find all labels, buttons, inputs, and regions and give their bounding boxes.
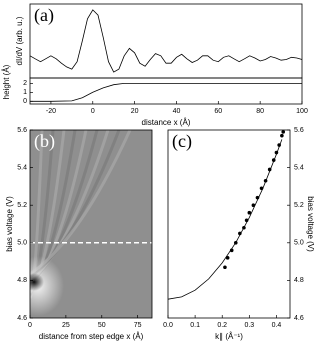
data-point xyxy=(277,143,281,147)
y-tick-label: 5.4 xyxy=(294,164,304,171)
x-tick-label: 25 xyxy=(62,322,70,329)
y-axis-label: bias voltage (V) xyxy=(5,196,14,252)
fit-line xyxy=(167,139,283,300)
panel-label: (c) xyxy=(172,131,192,152)
data-point xyxy=(267,167,272,172)
x-tick-label: 80 xyxy=(256,108,264,115)
x-tick-label: 20 xyxy=(131,108,139,115)
y-tick-label: 5.2 xyxy=(294,202,304,209)
x-tick-label: -20 xyxy=(46,108,56,115)
y-tick-label: 1 xyxy=(23,89,27,96)
data-point xyxy=(274,150,279,155)
x-tick-label: 0.0 xyxy=(163,322,173,329)
data-point xyxy=(233,241,238,245)
data-point xyxy=(247,210,252,215)
data-point xyxy=(251,203,256,207)
x-tick-label: 0.3 xyxy=(244,322,254,329)
axes-frame xyxy=(29,3,303,79)
y-axis-label: bias voltage (V) xyxy=(306,196,315,252)
data-point xyxy=(280,133,284,138)
x-tick-label: 75 xyxy=(134,322,142,329)
x-tick-label: 40 xyxy=(173,108,181,115)
x-axis-label: distance x (Å) xyxy=(142,118,191,127)
y-tick-label: 5.0 xyxy=(17,240,27,247)
y-tick-label: 5.4 xyxy=(17,164,27,171)
x-axis-label: k∥ (Å⁻¹) xyxy=(215,332,243,341)
data-line xyxy=(30,83,302,102)
y-tick-label: 5.0 xyxy=(294,240,304,247)
y-tick-label: 4.8 xyxy=(17,277,27,284)
data-point xyxy=(223,265,227,270)
x-tick-label: 60 xyxy=(214,108,222,115)
y-tick-label: 5.2 xyxy=(17,202,27,209)
data-point xyxy=(263,178,268,183)
data-point xyxy=(259,186,264,191)
axes-frame xyxy=(29,129,153,319)
x-tick-label: 0.4 xyxy=(272,322,282,329)
x-tick-label: 0.1 xyxy=(190,322,200,329)
data-point xyxy=(255,195,260,200)
data-line xyxy=(29,9,303,73)
x-tick-label: 0 xyxy=(28,322,32,329)
x-tick-label: 0 xyxy=(91,108,95,115)
x-axis-label: distance from step edge x (Å) xyxy=(39,332,144,341)
x-tick-label: 50 xyxy=(98,322,106,329)
y-tick-label: 0 xyxy=(23,98,27,105)
y-tick-label: 4.6 xyxy=(294,315,304,322)
y-tick-label: 5.6 xyxy=(294,127,304,134)
axes-frame xyxy=(167,129,291,319)
data-point xyxy=(242,225,246,230)
y-tick-label: 5.6 xyxy=(17,127,27,134)
panel-label: (b) xyxy=(34,131,55,152)
y-axis-label: height (Å) xyxy=(2,64,11,99)
data-point xyxy=(281,130,286,134)
data-point xyxy=(244,218,249,223)
y-axis-label: dI/dV (arb. u.) xyxy=(15,16,24,65)
data-point xyxy=(271,158,276,162)
data-point xyxy=(238,231,242,236)
y-tick-label: 2 xyxy=(23,80,27,87)
heatmap-glow xyxy=(30,256,64,316)
y-tick-label: 4.8 xyxy=(294,277,304,284)
heatmap xyxy=(30,130,152,318)
x-tick-label: 100 xyxy=(296,108,308,115)
y-tick-label: 4.6 xyxy=(17,315,27,322)
x-tick-label: 0.2 xyxy=(217,322,227,329)
heatmap-dark xyxy=(30,273,44,291)
axes-frame xyxy=(29,77,303,105)
data-point xyxy=(229,248,234,253)
data-point xyxy=(225,256,230,260)
panel-label: (a) xyxy=(34,5,54,26)
